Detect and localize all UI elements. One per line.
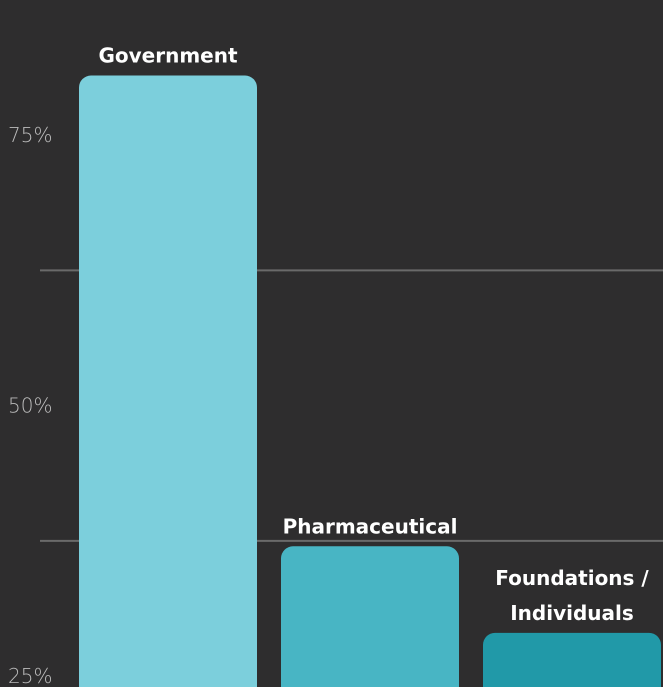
y-axis-ticks: 25% 50% 75% <box>8 123 52 687</box>
bar-labels: Government Pharmaceutical Foundations / Ind… <box>98 44 649 625</box>
bar-category-label: Government <box>98 44 238 68</box>
bars <box>79 75 661 687</box>
bar <box>79 75 257 687</box>
bar <box>281 546 459 687</box>
y-tick-label: 50% <box>8 394 52 418</box>
bar <box>483 632 661 687</box>
bar-category-label: Foundations / Individuals <box>495 566 649 625</box>
y-tick-label: 75% <box>8 123 52 147</box>
bar-category-label: Pharmaceutical <box>283 514 458 538</box>
y-tick-label: 25% <box>8 664 52 687</box>
